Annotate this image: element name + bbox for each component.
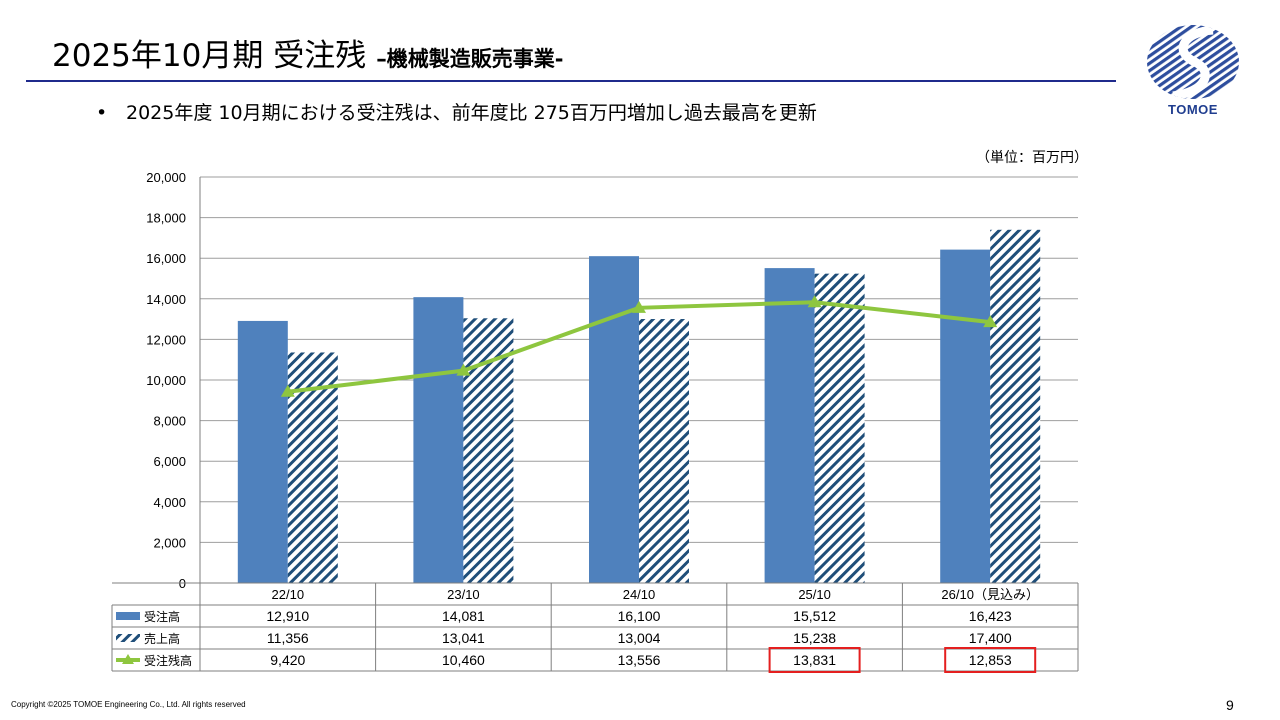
bar-sales — [639, 319, 689, 583]
legend-label: 売上高 — [144, 631, 180, 646]
y-tick-label: 20,000 — [146, 170, 186, 185]
y-tick-label: 12,000 — [146, 332, 186, 347]
unit-label: （単位：百万円） — [976, 150, 1088, 166]
x-category-label: 25/10 — [798, 587, 831, 602]
summary-bullet: • 2025年度 10月期における受注残は、前年度比 275百万円増加し過去最高を… — [96, 101, 817, 125]
bar-orders — [940, 249, 991, 583]
bar-orders — [764, 268, 815, 583]
logo-text: TOMOE — [1168, 102, 1218, 117]
copyright-text: Copyright ©2025 TOMOE Engineering Co., L… — [11, 700, 246, 709]
title-main: 2025年10月期 受注残 — [52, 38, 367, 74]
point-backlog — [632, 300, 646, 313]
table-cell-value: 13,831 — [793, 652, 836, 668]
bullet-marker: • — [96, 102, 108, 124]
page-number: 9 — [1226, 697, 1234, 713]
table-cell-value: 10,460 — [442, 652, 485, 668]
y-tick-label: 10,000 — [146, 373, 186, 388]
legend-label: 受注高 — [144, 609, 180, 624]
bar-sales — [463, 318, 514, 583]
tomoe-logo-icon — [1147, 25, 1239, 99]
y-tick-label: 18,000 — [146, 211, 186, 226]
table-cell-value: 12,853 — [969, 652, 1012, 668]
y-tick-label: 14,000 — [146, 292, 186, 307]
bar-orders — [237, 320, 288, 583]
bar-sales — [990, 229, 1041, 583]
bar-orders — [413, 297, 464, 583]
table-cell-value: 12,910 — [266, 608, 309, 624]
table-cell-value: 9,420 — [270, 652, 305, 668]
x-category-label: 24/10 — [623, 587, 656, 602]
table-cell-value: 13,004 — [618, 630, 661, 646]
legend-marker-backlog — [122, 654, 134, 664]
table-cell-value: 14,081 — [442, 608, 485, 624]
highlight-box — [768, 647, 861, 673]
page-title: 2025年10月期 受注残 –機械製造販売事業- — [52, 36, 563, 79]
legend-label: 受注残高 — [144, 653, 192, 668]
table-cell-value: 16,423 — [969, 608, 1012, 624]
table-cell-value: 15,512 — [793, 608, 836, 624]
table-cell-value: 13,556 — [618, 652, 661, 668]
point-backlog — [280, 384, 295, 397]
title-divider — [26, 80, 1116, 82]
point-backlog — [807, 295, 822, 308]
bar-orders — [589, 256, 639, 583]
summary-text: 2025年度 10月期における受注残は、前年度比 275百万円増加し過去最高を更… — [126, 102, 817, 124]
table-cell-value: 11,356 — [267, 630, 309, 646]
bar-sales — [814, 273, 865, 583]
legend-swatch-sales — [116, 634, 140, 642]
y-tick-label: 2,000 — [153, 535, 186, 550]
x-category-label: 22/10 — [272, 587, 305, 602]
title-subtitle: –機械製造販売事業- — [376, 47, 564, 71]
y-tick-label: 6,000 — [153, 454, 186, 469]
table-cell-value: 17,400 — [969, 630, 1012, 646]
point-backlog — [983, 315, 998, 328]
y-tick-label: 4,000 — [153, 495, 186, 510]
point-backlog — [456, 363, 471, 376]
table-cell-value: 16,100 — [618, 608, 661, 624]
x-category-label: 23/10 — [447, 587, 480, 602]
table-cell-value: 15,238 — [793, 630, 836, 646]
y-tick-label: 8,000 — [153, 414, 186, 429]
table-cell-value: 13,041 — [442, 630, 485, 646]
y-tick-label: 16,000 — [146, 251, 186, 266]
x-category-label: 26/10（見込み） — [941, 587, 1039, 602]
legend-swatch-orders — [116, 612, 140, 620]
highlight-box — [944, 647, 1037, 673]
